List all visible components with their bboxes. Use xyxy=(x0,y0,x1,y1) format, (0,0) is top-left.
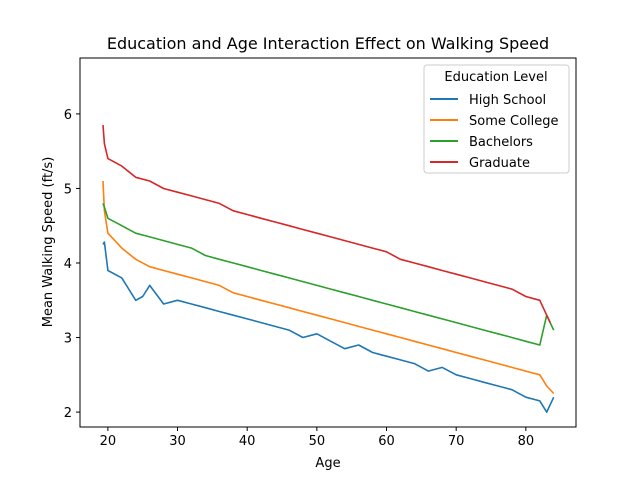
series-line-graduate xyxy=(102,125,551,323)
legend-label-bachelors: Bachelors xyxy=(469,135,533,150)
y-tick-label: 3 xyxy=(64,332,72,347)
y-tick-label: 2 xyxy=(64,406,72,421)
legend-box xyxy=(423,64,570,174)
x-axis-label: Age xyxy=(315,456,340,471)
x-tick-label: 40 xyxy=(239,434,256,449)
x-tick-label: 30 xyxy=(169,434,186,449)
series-line-bachelors xyxy=(102,203,555,346)
legend-label-some-college: Some College xyxy=(469,114,559,129)
legend-entries: High School Some College Bachelors Graduate xyxy=(430,93,559,171)
chart-title: Education and Age Interaction Effect on … xyxy=(107,34,549,53)
x-tick-label: 70 xyxy=(448,434,465,449)
y-tick-label: 6 xyxy=(64,108,72,123)
x-tick-label: 80 xyxy=(518,434,535,449)
x-tick-label: 60 xyxy=(378,434,395,449)
x-axis: 20 30 40 50 60 70 80 xyxy=(100,427,535,449)
legend: Education Level High School Some College B… xyxy=(423,64,570,174)
plot-frame xyxy=(79,57,577,428)
x-tick-label: 20 xyxy=(100,434,117,449)
series-line-high-school xyxy=(102,241,555,413)
series-layer xyxy=(102,125,555,413)
y-tick-label: 4 xyxy=(64,257,72,272)
y-axis: 2 3 4 5 6 xyxy=(64,108,80,421)
y-axis-label: Mean Walking Speed (ft/s) xyxy=(41,157,56,328)
x-tick-label: 50 xyxy=(309,434,326,449)
legend-label-high-school: High School xyxy=(469,93,546,108)
series-line-some-college xyxy=(102,180,555,395)
legend-label-graduate: Graduate xyxy=(469,156,530,171)
y-tick-label: 5 xyxy=(64,182,72,197)
legend-title: Education Level xyxy=(444,70,547,85)
